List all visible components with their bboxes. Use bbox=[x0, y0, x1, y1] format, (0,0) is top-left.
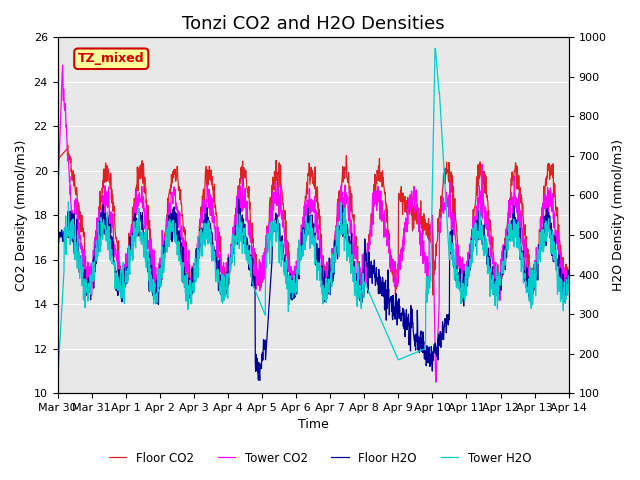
Floor H2O bbox=[565, 284, 573, 290]
Tower H2O bbox=[271, 227, 278, 232]
Floor H2O bbox=[54, 232, 61, 238]
Tower CO2 bbox=[565, 276, 573, 282]
Tower H2O bbox=[565, 288, 573, 293]
Title: Tonzi CO2 and H2O Densities: Tonzi CO2 and H2O Densities bbox=[182, 15, 444, 33]
Tower H2O bbox=[281, 267, 289, 273]
Tower CO2 bbox=[93, 233, 101, 239]
Floor CO2 bbox=[271, 172, 278, 178]
Tower H2O bbox=[54, 379, 61, 385]
Floor CO2 bbox=[291, 281, 298, 287]
Floor CO2 bbox=[565, 271, 573, 277]
Text: TZ_mixed: TZ_mixed bbox=[78, 52, 145, 65]
Tower CO2 bbox=[432, 379, 440, 385]
Tower H2O bbox=[344, 253, 352, 259]
Floor H2O bbox=[345, 236, 353, 242]
Tower CO2 bbox=[59, 62, 67, 68]
Tower CO2 bbox=[291, 263, 298, 269]
Tower H2O bbox=[431, 46, 439, 51]
Floor CO2 bbox=[64, 142, 72, 148]
Line: Tower H2O: Tower H2O bbox=[58, 48, 569, 382]
Floor H2O bbox=[291, 279, 299, 285]
Y-axis label: H2O Density (mmol/m3): H2O Density (mmol/m3) bbox=[612, 139, 625, 291]
Line: Tower CO2: Tower CO2 bbox=[58, 65, 569, 382]
Tower CO2 bbox=[54, 201, 61, 207]
Floor H2O bbox=[256, 378, 264, 384]
Tower CO2 bbox=[115, 263, 122, 269]
Floor H2O bbox=[282, 269, 289, 275]
Floor H2O bbox=[93, 252, 101, 258]
Floor CO2 bbox=[54, 157, 61, 163]
Floor CO2 bbox=[282, 239, 289, 245]
Floor CO2 bbox=[115, 255, 122, 261]
Floor CO2 bbox=[93, 238, 101, 244]
Tower H2O bbox=[114, 274, 122, 280]
Line: Floor H2O: Floor H2O bbox=[58, 199, 569, 381]
Tower H2O bbox=[291, 290, 298, 296]
Floor H2O bbox=[114, 292, 122, 298]
Tower CO2 bbox=[271, 198, 278, 204]
Tower CO2 bbox=[345, 218, 353, 224]
Floor CO2 bbox=[345, 170, 353, 176]
Floor H2O bbox=[271, 217, 279, 223]
Tower H2O bbox=[93, 246, 101, 252]
Y-axis label: CO2 Density (mmol/m3): CO2 Density (mmol/m3) bbox=[15, 140, 28, 291]
Legend: Floor CO2, Tower CO2, Floor H2O, Tower H2O: Floor CO2, Tower CO2, Floor H2O, Tower H… bbox=[104, 447, 536, 469]
Line: Floor CO2: Floor CO2 bbox=[58, 145, 569, 295]
X-axis label: Time: Time bbox=[298, 419, 328, 432]
Tower CO2 bbox=[282, 246, 289, 252]
Floor H2O bbox=[235, 196, 243, 202]
Floor CO2 bbox=[429, 292, 437, 298]
